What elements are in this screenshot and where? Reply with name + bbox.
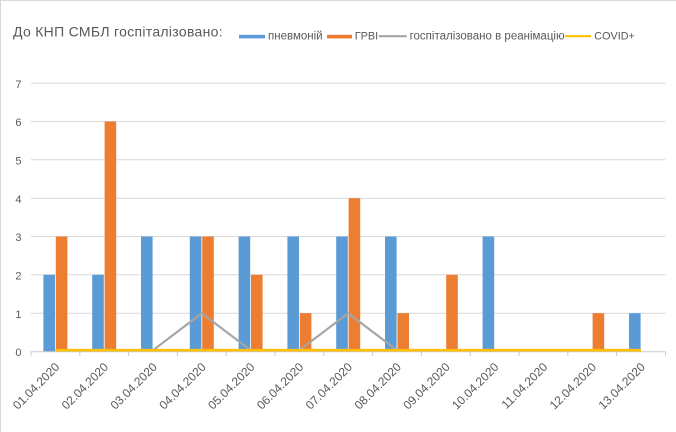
svg-text:7: 7: [15, 79, 21, 91]
svg-text:2: 2: [15, 270, 21, 282]
svg-text:госпіталізовано в реанімацію: госпіталізовано в реанімацію: [410, 31, 565, 43]
svg-text:5: 5: [15, 155, 21, 167]
svg-text:COVID+: COVID+: [594, 31, 635, 43]
svg-text:пневмоній: пневмоній: [268, 31, 323, 43]
svg-text:3: 3: [15, 232, 21, 244]
svg-text:0: 0: [15, 347, 21, 359]
svg-text:До КНП СМБЛ госпіталізовано:: До КНП СМБЛ госпіталізовано:: [13, 23, 223, 39]
svg-text:6: 6: [15, 117, 21, 129]
svg-text:1: 1: [15, 309, 21, 321]
svg-text:4: 4: [15, 194, 21, 206]
svg-text:ГРВІ: ГРВІ: [355, 31, 378, 43]
